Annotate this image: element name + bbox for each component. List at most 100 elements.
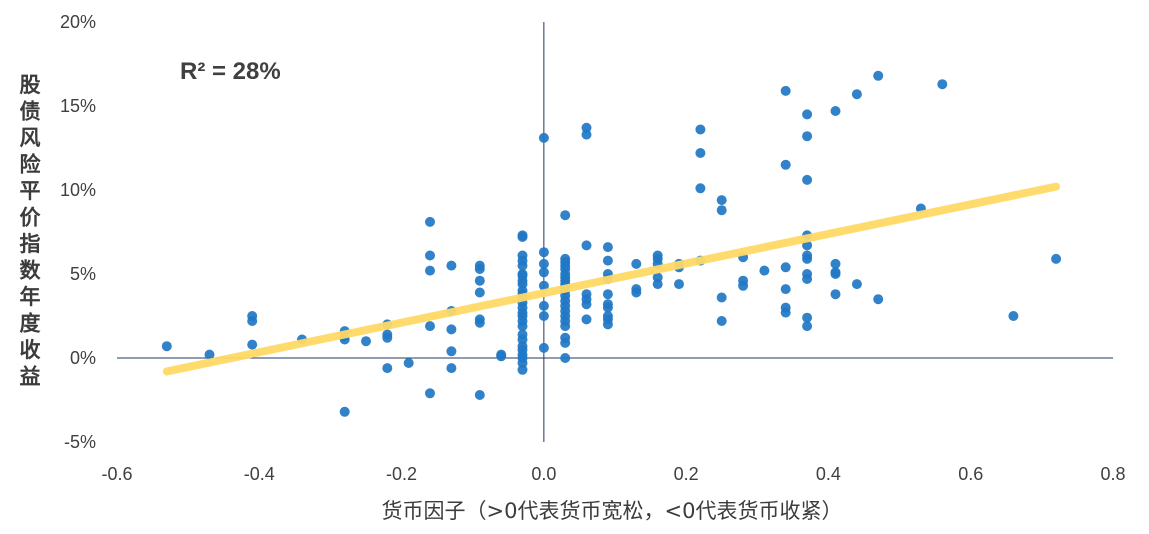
data-point [1051,253,1062,264]
data-point [830,289,841,300]
data-point [738,280,749,291]
data-point [602,242,613,253]
data-point [560,353,571,363]
data-point [161,341,172,352]
data-point [780,85,791,96]
y-tick-label: 20% [60,12,96,32]
y-tick-label: 5% [70,264,96,284]
data-point [830,106,841,116]
data-point [695,148,706,158]
y-axis-title: 股债风险平价指数年度收益 [20,73,42,389]
x-tick-label: -0.6 [101,464,132,484]
data-point [538,311,549,321]
data-point [446,346,457,357]
data-point [716,205,727,216]
data-point [674,279,684,290]
data-point [802,253,813,264]
x-tick-label: -0.4 [244,464,275,484]
data-point [204,349,215,360]
data-point [517,364,528,375]
data-point [474,275,485,286]
data-point [425,265,435,276]
data-point [446,324,457,335]
data-point [425,216,435,227]
data-point [759,265,770,276]
data-point [716,316,727,326]
r-squared-annotation: R² = 28% [180,58,281,85]
data-point [517,260,528,271]
axes-group [117,22,1113,442]
y-tick-label: -5% [64,432,96,452]
data-point [780,307,791,318]
data-point [602,289,613,300]
data-point [937,79,948,90]
data-point [873,70,884,81]
data-point [695,124,706,135]
data-point [1008,311,1019,321]
y-axis-title-text: 股债风险平价指数年度收益 [20,73,42,389]
y-tick-labels: -5% 0% 5% 10% 15% 20% [60,12,96,452]
data-point [581,129,592,140]
data-point [425,250,435,261]
scatter-points [161,70,1062,417]
data-point [602,255,613,266]
data-point [474,264,485,274]
x-tick-label: 0.6 [958,464,983,484]
data-point [802,131,813,142]
data-point [474,287,485,298]
data-point [802,321,813,332]
data-point [830,258,841,269]
data-point [339,406,350,417]
data-point [560,321,571,332]
data-point [382,332,393,343]
data-point [631,287,642,298]
data-point [538,247,549,258]
data-point [802,312,813,323]
data-point [538,132,549,143]
data-point [538,280,549,291]
data-point [446,260,457,271]
data-point [425,388,435,399]
data-point [425,321,435,332]
y-tick-label: 10% [60,180,96,200]
data-point [802,109,813,120]
data-point [780,262,791,273]
data-point [780,284,791,295]
data-point [716,292,727,303]
data-point [830,269,841,279]
data-point [538,300,549,311]
data-point [403,358,414,368]
data-point [247,339,258,350]
x-tick-label: 0.0 [531,464,556,484]
data-point [247,316,258,326]
data-point [517,232,528,242]
data-point [631,258,642,269]
data-point [581,240,592,251]
data-point [695,183,706,194]
data-point [474,317,485,328]
data-point [652,279,663,290]
x-tick-label: 0.2 [674,464,699,484]
data-point [538,342,549,353]
x-tick-label: 0.8 [1100,464,1125,484]
data-point [538,267,549,278]
data-point [851,89,862,100]
data-point [517,321,528,332]
trendline [162,182,1061,376]
data-point [560,337,571,348]
data-point [602,319,613,330]
data-point [802,174,813,185]
data-point [446,363,457,374]
data-point [716,195,727,206]
x-tick-labels: -0.6 -0.4 -0.2 0.0 0.2 0.4 0.6 0.8 [101,464,1125,484]
x-axis-title: 货币因子（>0代表货币宽松，<0代表货币收紧） [382,499,843,523]
data-point [496,351,507,362]
data-point [581,314,592,325]
data-point [474,390,485,400]
data-point [361,336,371,347]
data-point [581,299,592,310]
x-tick-label: 0.4 [816,464,841,484]
data-point [382,363,393,374]
